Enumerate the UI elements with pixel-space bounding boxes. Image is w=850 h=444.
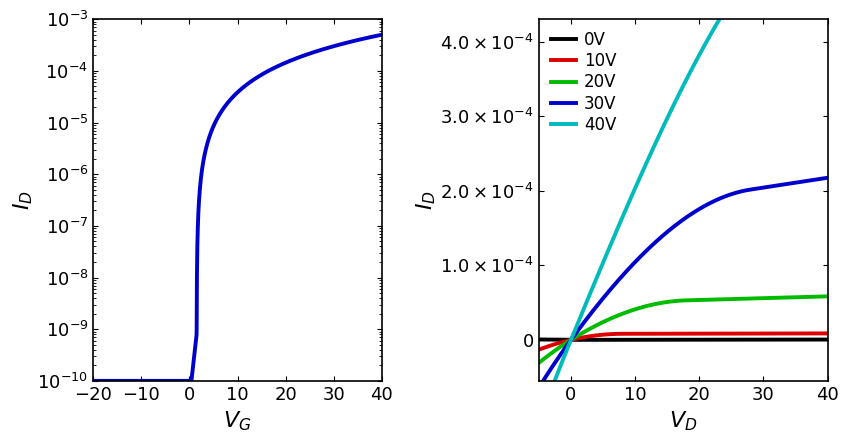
Line: 10V: 10V <box>539 333 828 349</box>
Line: 30V: 30V <box>539 178 828 388</box>
20V <box>644 303 654 308</box>
0V <box>584 337 594 342</box>
10V <box>567 337 577 342</box>
40V <box>534 420 544 426</box>
40V <box>657 127 667 132</box>
10V <box>823 331 833 336</box>
Line: 40V: 40V <box>539 0 828 423</box>
0V <box>566 337 576 342</box>
40V <box>644 153 654 159</box>
20V <box>823 293 833 299</box>
Y-axis label: $I_D$: $I_D$ <box>414 190 438 210</box>
20V <box>817 294 827 299</box>
X-axis label: $V_G$: $V_G$ <box>224 409 252 433</box>
20V <box>567 337 577 342</box>
Y-axis label: $I_D$: $I_D$ <box>11 190 35 210</box>
0V <box>567 337 577 342</box>
10V <box>644 331 654 337</box>
Line: 20V: 20V <box>539 296 828 363</box>
0V <box>817 337 827 342</box>
30V <box>567 336 577 341</box>
0V <box>823 337 833 342</box>
0V <box>785 337 796 342</box>
0V <box>534 337 544 342</box>
30V <box>584 313 594 319</box>
30V <box>785 181 796 186</box>
30V <box>534 385 544 390</box>
10V <box>817 331 827 336</box>
0V <box>657 337 667 342</box>
10V <box>657 331 667 337</box>
40V <box>584 293 594 299</box>
40V <box>567 335 577 341</box>
10V <box>584 334 594 339</box>
0V <box>644 337 654 342</box>
30V <box>817 176 827 181</box>
Legend: 0V, 10V, 20V, 30V, 40V: 0V, 10V, 20V, 30V, 40V <box>547 28 620 138</box>
30V <box>657 234 667 239</box>
20V <box>657 300 667 305</box>
20V <box>584 327 594 332</box>
10V <box>785 331 796 336</box>
X-axis label: $V_D$: $V_D$ <box>669 409 697 433</box>
20V <box>534 360 544 365</box>
30V <box>644 245 654 250</box>
20V <box>785 295 796 300</box>
10V <box>534 347 544 352</box>
30V <box>823 175 833 180</box>
